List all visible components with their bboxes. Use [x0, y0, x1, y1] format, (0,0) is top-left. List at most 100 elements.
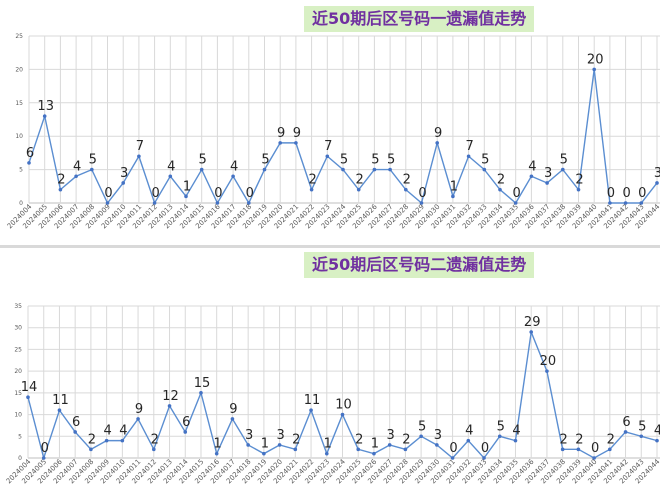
data-point	[372, 167, 377, 172]
data-label: 6	[26, 146, 34, 161]
data-label: 9	[277, 126, 285, 141]
data-point	[561, 167, 565, 172]
data-point	[199, 391, 203, 395]
data-label: 1	[214, 437, 222, 452]
data-label: 11	[304, 393, 321, 408]
data-label: 4	[465, 424, 473, 439]
data-label: 3	[544, 166, 552, 181]
data-label: 15	[194, 376, 211, 391]
data-point	[545, 181, 549, 185]
data-label: 0	[622, 186, 630, 201]
data-point	[576, 447, 581, 452]
y-tick-label: 30	[14, 325, 22, 332]
data-label: 0	[481, 441, 489, 456]
data-label: 0	[41, 441, 49, 456]
data-label: 6	[622, 415, 630, 430]
data-point	[26, 395, 30, 399]
data-label: 1	[450, 179, 458, 194]
data-point	[105, 201, 110, 205]
data-label: 10	[335, 398, 352, 413]
data-point	[356, 447, 361, 452]
data-label: 3	[434, 428, 442, 443]
data-label: 4	[167, 159, 175, 174]
data-label: 5	[481, 153, 489, 168]
data-label: 2	[355, 432, 363, 447]
data-label: 0	[151, 186, 159, 201]
chart-2-title: 近50期后区号码二遗漏值走势	[304, 252, 535, 278]
data-point	[324, 451, 329, 456]
data-point	[152, 201, 157, 205]
data-point	[482, 167, 487, 172]
data-label: 1	[324, 437, 332, 452]
data-label: 11	[52, 393, 69, 408]
data-point	[121, 181, 125, 185]
data-point	[293, 447, 298, 452]
data-point	[309, 187, 314, 192]
y-tick-label: 5	[18, 433, 22, 440]
data-label: 0	[214, 186, 222, 201]
data-point	[529, 330, 533, 334]
data-point	[152, 447, 156, 452]
data-point	[74, 174, 78, 179]
y-tick-label: 15	[15, 100, 23, 107]
chart-1-panel: 近50期后区号码一遗漏值走势 0 5 10 15 20 25 6 13 2 4 5 0 3 7 0 4 1 5 0 4…	[0, 0, 660, 246]
data-label: 9	[434, 126, 442, 141]
data-label: 3	[654, 166, 660, 181]
data-label: 4	[103, 424, 111, 439]
data-label: 3	[120, 166, 128, 181]
chart-separator	[0, 245, 660, 248]
chart-2-panel: 近50期后区号码二遗漏值走势 0 5 10 15 20 25 30 35 14 0 11 6 2 4 4 9 2…	[0, 248, 660, 496]
data-label: 5	[387, 153, 395, 168]
data-point	[262, 167, 267, 172]
data-label: 4	[654, 424, 660, 439]
data-point	[89, 447, 93, 452]
y-tick-label: 5	[19, 167, 23, 174]
data-label: 4	[73, 159, 81, 174]
data-point	[294, 141, 298, 145]
data-point	[184, 194, 188, 199]
data-label: 13	[37, 99, 54, 114]
data-point	[419, 434, 423, 439]
data-point	[340, 412, 345, 417]
data-label: 12	[162, 389, 179, 404]
data-point	[199, 167, 204, 172]
data-label: 5	[89, 153, 97, 168]
data-point	[215, 201, 220, 205]
data-label: 4	[528, 159, 536, 174]
data-point	[341, 167, 345, 172]
data-label: 1	[183, 179, 191, 194]
data-label: 14	[21, 380, 38, 395]
data-point	[623, 201, 628, 205]
data-point	[58, 187, 63, 192]
data-label: 0	[513, 186, 521, 201]
data-point	[325, 154, 330, 159]
data-point	[42, 114, 47, 118]
data-point	[231, 174, 235, 179]
data-label: 2	[575, 432, 583, 447]
data-label: 2	[292, 432, 300, 447]
data-point	[262, 451, 266, 456]
data-label: 1	[371, 437, 379, 452]
data-label: 0	[449, 441, 457, 456]
data-label: 0	[591, 441, 599, 456]
data-label: 4	[512, 424, 520, 439]
data-point	[498, 187, 502, 192]
data-point	[450, 456, 455, 460]
data-point	[90, 167, 94, 172]
data-label: 0	[638, 186, 646, 201]
data-point	[230, 417, 235, 421]
data-point	[623, 430, 628, 434]
data-label: 6	[72, 415, 80, 430]
data-point	[451, 194, 455, 199]
data-point	[497, 434, 502, 439]
y-tick-label: 25	[14, 346, 22, 353]
data-point	[466, 154, 471, 159]
data-label: 20	[540, 354, 557, 369]
data-label: 2	[497, 173, 505, 188]
data-point	[545, 369, 549, 373]
data-point	[27, 161, 31, 165]
data-label: 2	[57, 173, 65, 188]
data-point	[513, 201, 518, 205]
data-label: 5	[199, 153, 207, 168]
